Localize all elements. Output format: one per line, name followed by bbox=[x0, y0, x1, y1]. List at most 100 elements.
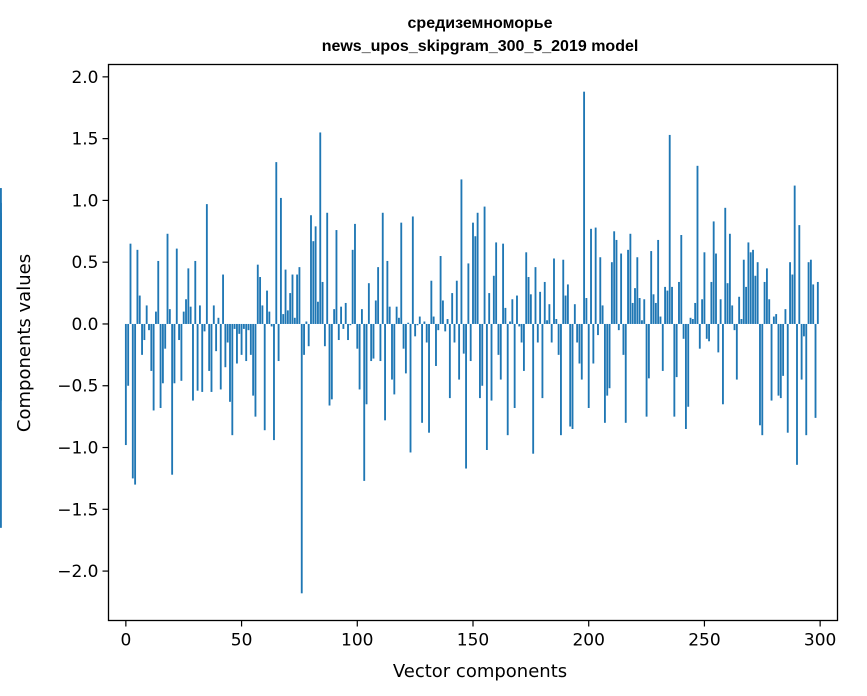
bar-component-205 bbox=[599, 257, 602, 324]
bar-component-27 bbox=[187, 268, 190, 324]
bar-component-7 bbox=[141, 323, 143, 355]
bar-component-19 bbox=[168, 309, 171, 324]
bar-component-71 bbox=[289, 293, 292, 324]
bar-component-236 bbox=[671, 286, 673, 324]
bar-component-116 bbox=[393, 323, 396, 395]
bar-component-231 bbox=[659, 316, 662, 324]
bar-component-176 bbox=[532, 323, 535, 454]
bar-component-147 bbox=[465, 323, 467, 469]
bar-component-233 bbox=[664, 286, 667, 324]
bar-component-159 bbox=[492, 275, 495, 324]
bar-component-217 bbox=[627, 249, 629, 324]
bar-component-4 bbox=[134, 323, 137, 485]
bar-component-239 bbox=[678, 281, 680, 324]
bar-component-0 bbox=[124, 323, 127, 446]
bar-component-119 bbox=[400, 222, 403, 324]
bar-component-39 bbox=[215, 323, 218, 352]
bar-component-65 bbox=[275, 162, 278, 324]
bar-component-28 bbox=[189, 306, 192, 324]
bar-component-259 bbox=[724, 207, 727, 324]
bar-component-91 bbox=[335, 230, 338, 324]
bar-component-143 bbox=[455, 280, 458, 324]
bar-component-295 bbox=[807, 262, 810, 324]
bar-component-293 bbox=[803, 323, 805, 337]
bar-component-191 bbox=[566, 284, 569, 324]
bar-component-246 bbox=[694, 302, 697, 324]
bar-component-288 bbox=[791, 274, 794, 324]
bar-component-206 bbox=[601, 305, 604, 324]
bar-component-267 bbox=[742, 259, 745, 324]
y-tick-label: 1.0 bbox=[71, 191, 98, 211]
bar-component-218 bbox=[629, 233, 632, 324]
bar-component-49 bbox=[238, 323, 241, 334]
ticks-group: 0 50 100 150 200 250 300 2.0 1.5 1.0 0.5 0.0 −0.5 −1.… bbox=[57, 68, 836, 651]
bar-component-149 bbox=[469, 323, 472, 362]
bar-component-248 bbox=[698, 323, 701, 349]
bar-component-275 bbox=[761, 323, 764, 436]
bar-component-258 bbox=[722, 323, 724, 405]
bar-component-263 bbox=[733, 323, 736, 331]
bar-component-114 bbox=[388, 306, 391, 324]
bar-component-228 bbox=[652, 294, 655, 324]
bar-component-53 bbox=[247, 323, 250, 331]
bar-component-251 bbox=[705, 323, 708, 339]
x-tick-label: 100 bbox=[341, 631, 373, 651]
bar-component-155 bbox=[483, 206, 486, 324]
bar-component-51 bbox=[242, 323, 245, 329]
x-tick-label: 50 bbox=[231, 631, 253, 651]
bar-component-50 bbox=[240, 323, 243, 355]
bar-component-252 bbox=[708, 323, 710, 342]
bar-component-223 bbox=[641, 320, 643, 324]
bar-component-146 bbox=[462, 323, 465, 354]
bar-component-204 bbox=[597, 323, 599, 336]
bar-component-279 bbox=[770, 323, 773, 401]
bar-component-126 bbox=[416, 323, 419, 326]
bar-component-214 bbox=[620, 253, 623, 324]
bar-component-158 bbox=[490, 323, 493, 401]
bar-component-139 bbox=[446, 319, 449, 324]
bar-component-16 bbox=[161, 323, 164, 384]
bar-component-17 bbox=[164, 323, 167, 349]
bar-component-129 bbox=[423, 321, 426, 324]
bar-component-45 bbox=[229, 323, 231, 402]
bar-component-269 bbox=[747, 242, 750, 324]
bar-component-249 bbox=[701, 299, 704, 324]
bar-component-100 bbox=[356, 323, 359, 349]
y-tick-label: 0.0 bbox=[71, 315, 98, 335]
bar-component-111 bbox=[381, 212, 384, 324]
bar-component-265 bbox=[738, 296, 741, 324]
bar-component-5 bbox=[136, 249, 139, 324]
bar-component-34 bbox=[203, 323, 206, 332]
bar-component-200 bbox=[587, 323, 590, 408]
bar-component-291 bbox=[798, 225, 801, 324]
bar-component-130 bbox=[425, 323, 428, 343]
bar-component-101 bbox=[358, 323, 361, 390]
bar-component-255 bbox=[715, 253, 717, 324]
bar-component-209 bbox=[608, 323, 611, 389]
bar-component-186 bbox=[555, 319, 558, 324]
bar-component-174 bbox=[527, 277, 530, 324]
plot-area-frame bbox=[107, 63, 839, 622]
bar-component-185 bbox=[553, 258, 555, 324]
bar-component-268 bbox=[745, 286, 748, 324]
bar-component-22 bbox=[175, 248, 178, 324]
bar-component-37 bbox=[210, 323, 213, 392]
bar-component-52 bbox=[245, 323, 248, 362]
bar-component-36 bbox=[208, 323, 211, 371]
y-tick-label: 2.0 bbox=[71, 68, 98, 88]
bar-component-157 bbox=[488, 293, 491, 324]
bar-component-20 bbox=[171, 323, 174, 475]
bar-component-79 bbox=[307, 323, 310, 347]
bar-component-232 bbox=[661, 323, 664, 371]
bar-component-92 bbox=[337, 323, 340, 341]
bar-component-201 bbox=[590, 228, 592, 324]
bar-component-104 bbox=[365, 323, 368, 405]
bar-component-89 bbox=[330, 323, 333, 400]
bar-component-127 bbox=[418, 316, 421, 324]
bar-component-150 bbox=[472, 222, 474, 324]
bar-component-11 bbox=[150, 323, 153, 371]
bar-component-220 bbox=[634, 288, 636, 324]
bar-component-128 bbox=[421, 323, 424, 423]
bar-component-40 bbox=[217, 317, 220, 324]
bar-component-undefined bbox=[0, 216, 2, 324]
